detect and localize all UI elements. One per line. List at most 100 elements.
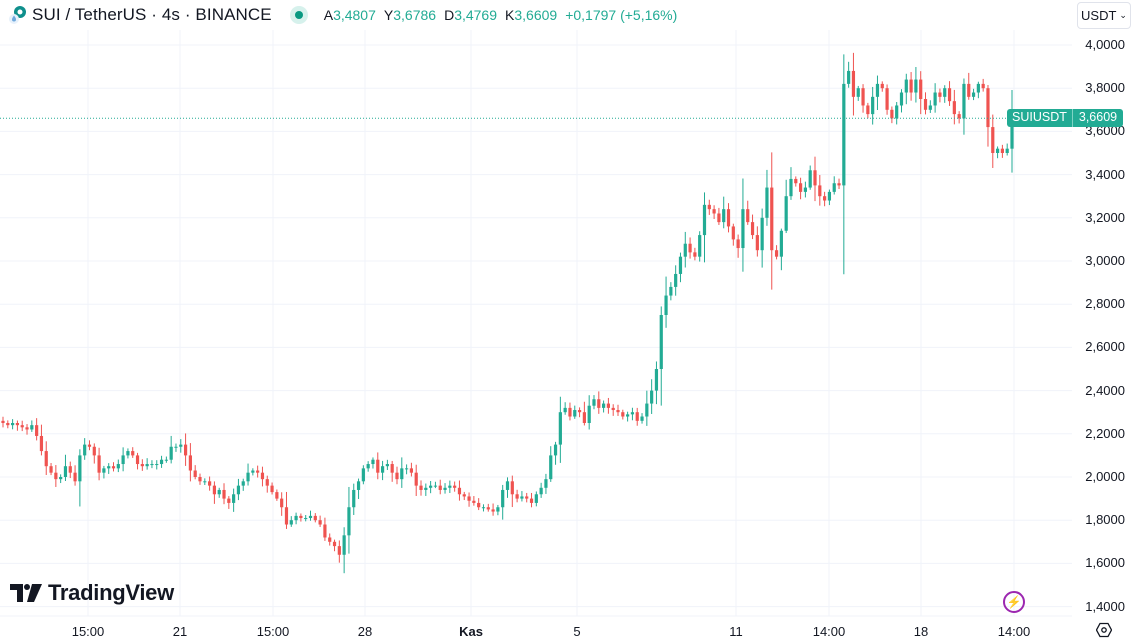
candle <box>577 410 582 413</box>
candle <box>409 468 414 473</box>
candle <box>736 239 740 249</box>
candle <box>726 209 731 227</box>
candle <box>150 464 154 466</box>
candle <box>472 500 476 503</box>
candle <box>640 416 644 421</box>
candle <box>227 498 231 503</box>
candle <box>611 407 615 411</box>
time-axis-label: 5 <box>573 624 581 639</box>
candle <box>232 494 236 503</box>
candle <box>49 466 53 473</box>
market-open-indicator <box>289 6 308 24</box>
price-axis-label: 4,0000 <box>1085 37 1125 52</box>
candle <box>871 96 875 115</box>
tradingview-mark-icon <box>10 584 42 602</box>
candle <box>866 105 870 115</box>
candle <box>688 243 692 253</box>
time-axis-label: 15:00 <box>256 624 290 639</box>
candle <box>515 494 519 499</box>
price-tag-symbol: SUIUSDT <box>1007 109 1073 128</box>
currency-selector-button[interactable]: USDT ⌄ <box>1077 2 1131 29</box>
candle <box>414 472 418 486</box>
candle <box>1010 118 1014 149</box>
tradingview-logo[interactable]: TradingView <box>10 580 174 606</box>
candle <box>947 88 952 102</box>
candle <box>217 489 221 495</box>
candle <box>294 515 298 521</box>
candle <box>385 464 389 467</box>
candle <box>371 459 375 465</box>
candle <box>909 79 913 93</box>
candle <box>11 423 15 426</box>
candle <box>587 405 591 423</box>
close-key: K <box>505 7 515 23</box>
candle <box>39 435 44 452</box>
candle <box>280 498 284 508</box>
candle <box>496 507 500 512</box>
candle <box>35 425 39 436</box>
candle <box>198 477 202 482</box>
candle <box>395 472 399 480</box>
candle <box>674 273 678 287</box>
candle <box>222 489 226 499</box>
candle <box>251 470 255 473</box>
price-axis-label: 2,8000 <box>1085 296 1125 312</box>
candle <box>366 464 370 469</box>
candle <box>746 209 750 223</box>
candle <box>188 455 192 471</box>
high-key: Y <box>383 7 394 23</box>
candle <box>722 209 726 223</box>
candle <box>400 468 404 480</box>
candle <box>155 464 159 466</box>
candle <box>313 515 317 521</box>
candle <box>135 455 140 465</box>
candle <box>212 485 217 495</box>
candle <box>429 485 433 488</box>
settings-hexagon-icon[interactable] <box>1096 622 1112 638</box>
lightning-icon[interactable]: ⚡ <box>1003 591 1025 613</box>
candle <box>616 410 620 413</box>
sui-logo-icon <box>8 5 28 25</box>
candle <box>534 494 538 503</box>
candle <box>332 541 337 547</box>
candle <box>126 451 130 456</box>
candle <box>995 148 1000 153</box>
time-axis-label: 14:00 <box>997 624 1031 639</box>
candle <box>328 537 332 542</box>
symbol-title[interactable]: SUI / TetherUS · 4s · BINANCE <box>32 5 272 24</box>
candle <box>453 485 457 488</box>
chart-header: SUI / TetherUS · 4s · BINANCE A3,4807 Y3… <box>0 0 1070 30</box>
candle <box>592 399 596 406</box>
candle <box>823 196 827 201</box>
candle <box>467 496 471 501</box>
candle <box>774 250 779 257</box>
candle <box>102 468 106 473</box>
candle <box>438 485 442 490</box>
candle <box>491 509 495 512</box>
candle <box>827 191 832 201</box>
high-value: 3,6786 <box>393 7 437 23</box>
candle <box>179 444 183 447</box>
candle <box>597 399 601 408</box>
candle <box>967 83 971 97</box>
candle <box>380 466 385 473</box>
candle <box>573 410 577 417</box>
candle <box>107 466 111 469</box>
close-value: 3,6609 <box>514 7 558 23</box>
candle <box>558 412 562 445</box>
candle <box>59 477 63 480</box>
candle <box>443 487 447 490</box>
candle <box>847 70 851 84</box>
candle <box>645 403 649 417</box>
candle <box>630 412 635 415</box>
candle <box>582 412 586 423</box>
chevron-down-icon: ⌄ <box>1119 10 1127 20</box>
candle <box>284 507 289 525</box>
candle <box>553 444 558 456</box>
candle <box>529 498 534 503</box>
candle <box>448 485 452 488</box>
candle <box>169 446 173 460</box>
candle <box>486 507 490 510</box>
tradingview-wordmark: TradingView <box>48 580 174 605</box>
